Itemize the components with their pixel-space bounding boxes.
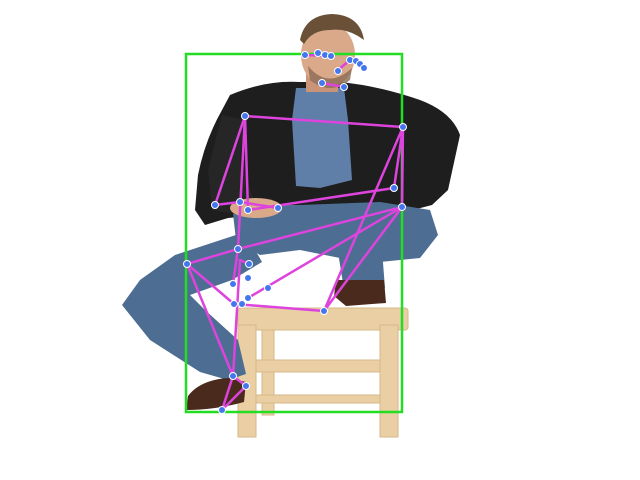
keypoint xyxy=(244,206,252,214)
keypoint xyxy=(390,184,398,192)
keypoint xyxy=(340,83,348,91)
skeleton-edge xyxy=(213,114,247,207)
skeleton-edge xyxy=(185,247,240,266)
keypoint xyxy=(234,245,242,253)
skeleton-edge xyxy=(246,205,404,300)
keypoint xyxy=(327,52,335,60)
skeleton-edge xyxy=(232,302,326,313)
skeleton-edge xyxy=(213,200,242,207)
keypoint xyxy=(301,51,309,59)
keypoint xyxy=(244,294,252,302)
keypoint xyxy=(229,280,237,288)
keypoint xyxy=(399,123,407,131)
skeleton-edge xyxy=(400,125,405,209)
right-shoe xyxy=(334,280,386,306)
hair xyxy=(300,14,364,44)
skeleton-edge xyxy=(231,258,242,378)
keypoint xyxy=(241,112,249,120)
pose-skeleton xyxy=(185,53,405,412)
keypoint xyxy=(274,204,282,212)
pose-keypoints xyxy=(183,49,407,414)
keypoint xyxy=(229,372,237,380)
skeleton-edge xyxy=(246,186,396,212)
skeleton-edge xyxy=(236,205,404,251)
keypoint xyxy=(244,274,252,282)
denim-shirt xyxy=(292,88,352,188)
skeleton-edge xyxy=(243,114,405,129)
keypoint xyxy=(236,198,244,206)
keypoint xyxy=(245,260,253,268)
keypoint xyxy=(242,382,250,390)
skeleton-edge xyxy=(220,374,235,412)
skeleton-edge xyxy=(220,384,248,412)
detection-bounding-box xyxy=(184,52,404,414)
keypoint xyxy=(218,406,226,414)
skeleton-edge xyxy=(236,114,247,251)
skeleton-edge xyxy=(322,205,404,313)
keypoint xyxy=(211,201,219,209)
keypoint xyxy=(320,307,328,315)
keypoint xyxy=(360,64,368,72)
keypoint xyxy=(334,67,342,75)
keypoint xyxy=(238,300,246,308)
skeleton-edge xyxy=(392,125,405,190)
skeleton-edge xyxy=(243,114,250,212)
keypoint xyxy=(314,49,322,57)
wooden-stool xyxy=(237,307,409,438)
keypoint xyxy=(264,284,272,292)
keypoint xyxy=(230,300,238,308)
skeleton-edge xyxy=(185,262,236,306)
keypoint xyxy=(318,79,326,87)
left-leg-jeans xyxy=(122,232,262,380)
skeleton-edge xyxy=(185,262,235,378)
skeleton-edge xyxy=(231,247,240,286)
keypoint xyxy=(398,203,406,211)
skeleton-edge xyxy=(322,125,405,313)
keypoint xyxy=(183,260,191,268)
